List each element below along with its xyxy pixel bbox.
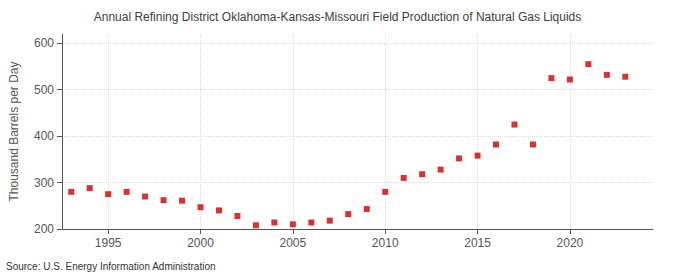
svg-text:1995: 1995 <box>95 236 122 250</box>
svg-text:2000: 2000 <box>187 236 214 250</box>
svg-text:2015: 2015 <box>464 236 491 250</box>
svg-text:600: 600 <box>34 36 54 50</box>
svg-text:2005: 2005 <box>280 236 307 250</box>
svg-text:2010: 2010 <box>372 236 399 250</box>
svg-text:400: 400 <box>34 129 54 143</box>
svg-text:Thousand Barrels per Day: Thousand Barrels per Day <box>7 61 21 201</box>
svg-text:Source: U.S. Energy Informatio: Source: U.S. Energy Information Administ… <box>6 261 216 272</box>
svg-text:300: 300 <box>34 176 54 190</box>
svg-text:500: 500 <box>34 83 54 97</box>
svg-text:200: 200 <box>34 222 54 236</box>
svg-text:2020: 2020 <box>557 236 584 250</box>
svg-text:Annual Refining District Oklah: Annual Refining District Oklahoma-Kansas… <box>94 10 582 24</box>
